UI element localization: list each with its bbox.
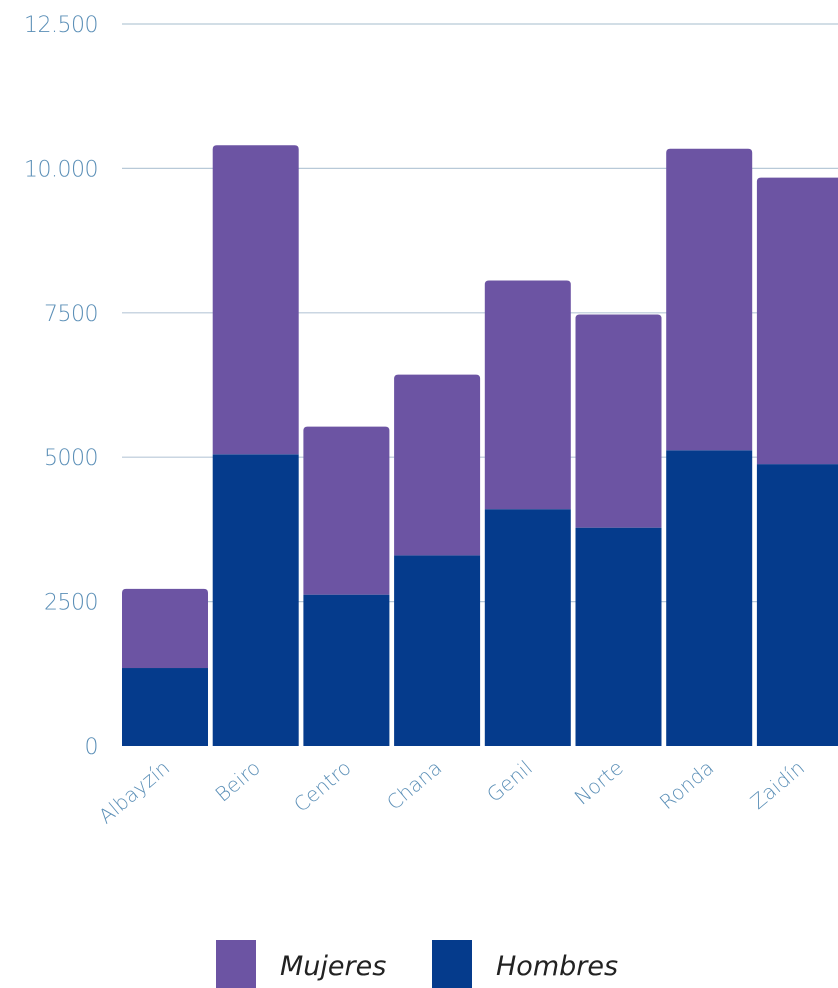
legend: Mujeres Hombres [216,940,618,988]
x-tick-label: Beiro [210,755,264,806]
bar-mujeres-2 [303,427,389,595]
bar-hombres-7 [757,464,838,746]
bar-mujeres-3 [394,375,480,556]
bar-hombres-4 [485,509,571,746]
y-tick-label: 12.500 [24,13,98,38]
bar-hombres-1 [213,454,299,746]
x-tick-label: Zaidín [746,755,809,814]
bars [122,145,838,746]
bar-mujeres-6 [666,149,752,451]
bar-mujeres-7 [757,178,838,464]
bar-hombres-3 [394,555,480,746]
y-tick-label: 10.000 [24,157,98,182]
y-tick-label: 7500 [44,302,98,327]
bar-mujeres-5 [576,315,662,528]
bar-mujeres-1 [213,145,299,454]
x-tick-label: Genil [482,755,537,807]
legend-label: Mujeres [280,951,386,982]
y-tick-label: 5000 [44,446,98,471]
legend-swatch [216,940,256,988]
bar-mujeres-0 [122,589,208,668]
bar-hombres-2 [303,595,389,746]
x-tick-label: Chana [382,755,446,814]
bar-mujeres-4 [485,280,571,509]
y-tick-label: 0 [85,735,99,760]
legend-swatch [432,940,472,988]
x-tick-label: Centro [289,755,356,816]
x-tick-label: Ronda [655,755,719,814]
x-axis: Albayzín Beiro Centro Chana Genil Norte Ronda Z… [94,755,809,828]
bar-hombres-0 [122,668,208,746]
x-tick-label: Albayzín [94,755,174,828]
x-tick-label: Norte [570,755,628,809]
y-tick-label: 2500 [44,591,98,616]
bar-hombres-5 [576,528,662,746]
legend-label: Hombres [496,951,618,982]
bar-hombres-6 [666,450,752,746]
y-axis: 0 2500 5000 7500 10.000 12.500 [24,13,98,760]
